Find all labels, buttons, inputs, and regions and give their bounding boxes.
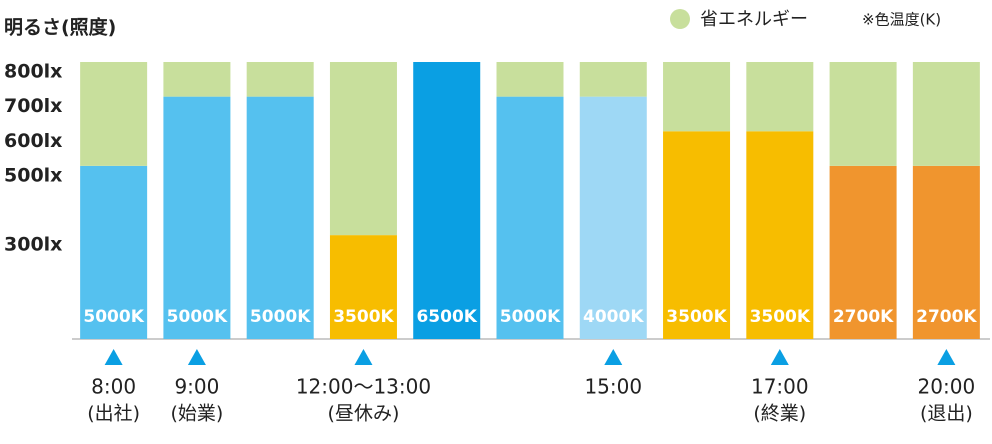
- bar-label: 5000K: [500, 307, 561, 327]
- bar-segment: [80, 165, 148, 339]
- marker-triangle: [937, 349, 956, 365]
- x-tick-note: (終業): [753, 403, 806, 425]
- y-tick-label: 700lx: [4, 95, 62, 117]
- bar-segment: [246, 96, 314, 339]
- y-tick-label: 600lx: [4, 130, 62, 152]
- marker-triangle: [187, 349, 206, 365]
- marker-triangle: [354, 349, 373, 365]
- x-tick-label: 17:00: [751, 375, 809, 399]
- bar-segment: [663, 131, 731, 339]
- bar-segment: [496, 62, 564, 97]
- bar-label: 2700K: [916, 307, 977, 327]
- bar-segment: [246, 62, 314, 97]
- bar-segment: [663, 62, 731, 132]
- bar-label: 5000K: [83, 307, 144, 327]
- x-tick-note: (退出): [920, 403, 973, 425]
- x-tick-label: 20:00: [918, 375, 976, 399]
- bar-segment: [912, 62, 980, 166]
- bar-segment: [579, 96, 647, 339]
- bar-segment: [746, 62, 814, 132]
- bar-segment: [746, 131, 814, 339]
- marker-triangle: [770, 349, 789, 365]
- bar-segment: [829, 165, 897, 339]
- x-tick-label: 9:00: [174, 375, 219, 399]
- bar-label: 2700K: [833, 307, 894, 327]
- bar-segment: [329, 235, 397, 339]
- x-tick-label: 8:00: [91, 375, 136, 399]
- chart-title: 明るさ(照度): [4, 16, 116, 39]
- x-tick-note: (出社): [87, 403, 140, 425]
- bar-segment: [80, 62, 148, 166]
- note: ※色温度(K): [862, 11, 941, 29]
- bar-label: 4000K: [583, 307, 644, 327]
- legend-swatch: [670, 9, 690, 29]
- bar-label: 5000K: [167, 307, 228, 327]
- bar-segment: [579, 62, 647, 97]
- y-tick-label: 800lx: [4, 61, 62, 83]
- bar-segment: [413, 62, 481, 339]
- bar-label: 3500K: [666, 307, 727, 327]
- marker-triangle: [604, 349, 623, 365]
- x-tick-label: 12:00～13:00: [296, 375, 431, 399]
- marker-triangle: [104, 349, 123, 365]
- y-tick-label: 500lx: [4, 164, 62, 186]
- bar-label: 5000K: [250, 307, 311, 327]
- bar-segment: [329, 62, 397, 236]
- bar-segment: [163, 96, 231, 339]
- legend-label: 省エネルギー: [700, 9, 808, 30]
- x-tick-note: (昼休み): [328, 403, 400, 425]
- x-tick-note: (始業): [170, 403, 223, 425]
- bar-label: 6500K: [416, 307, 477, 327]
- bar-segment: [912, 165, 980, 339]
- y-tick-label: 300lx: [4, 234, 62, 256]
- x-tick-label: 15:00: [584, 375, 642, 399]
- bar-segment: [829, 62, 897, 166]
- bar-segment: [496, 96, 564, 339]
- bar-label: 3500K: [333, 307, 394, 327]
- bar-label: 3500K: [750, 307, 811, 327]
- bar-segment: [163, 62, 231, 97]
